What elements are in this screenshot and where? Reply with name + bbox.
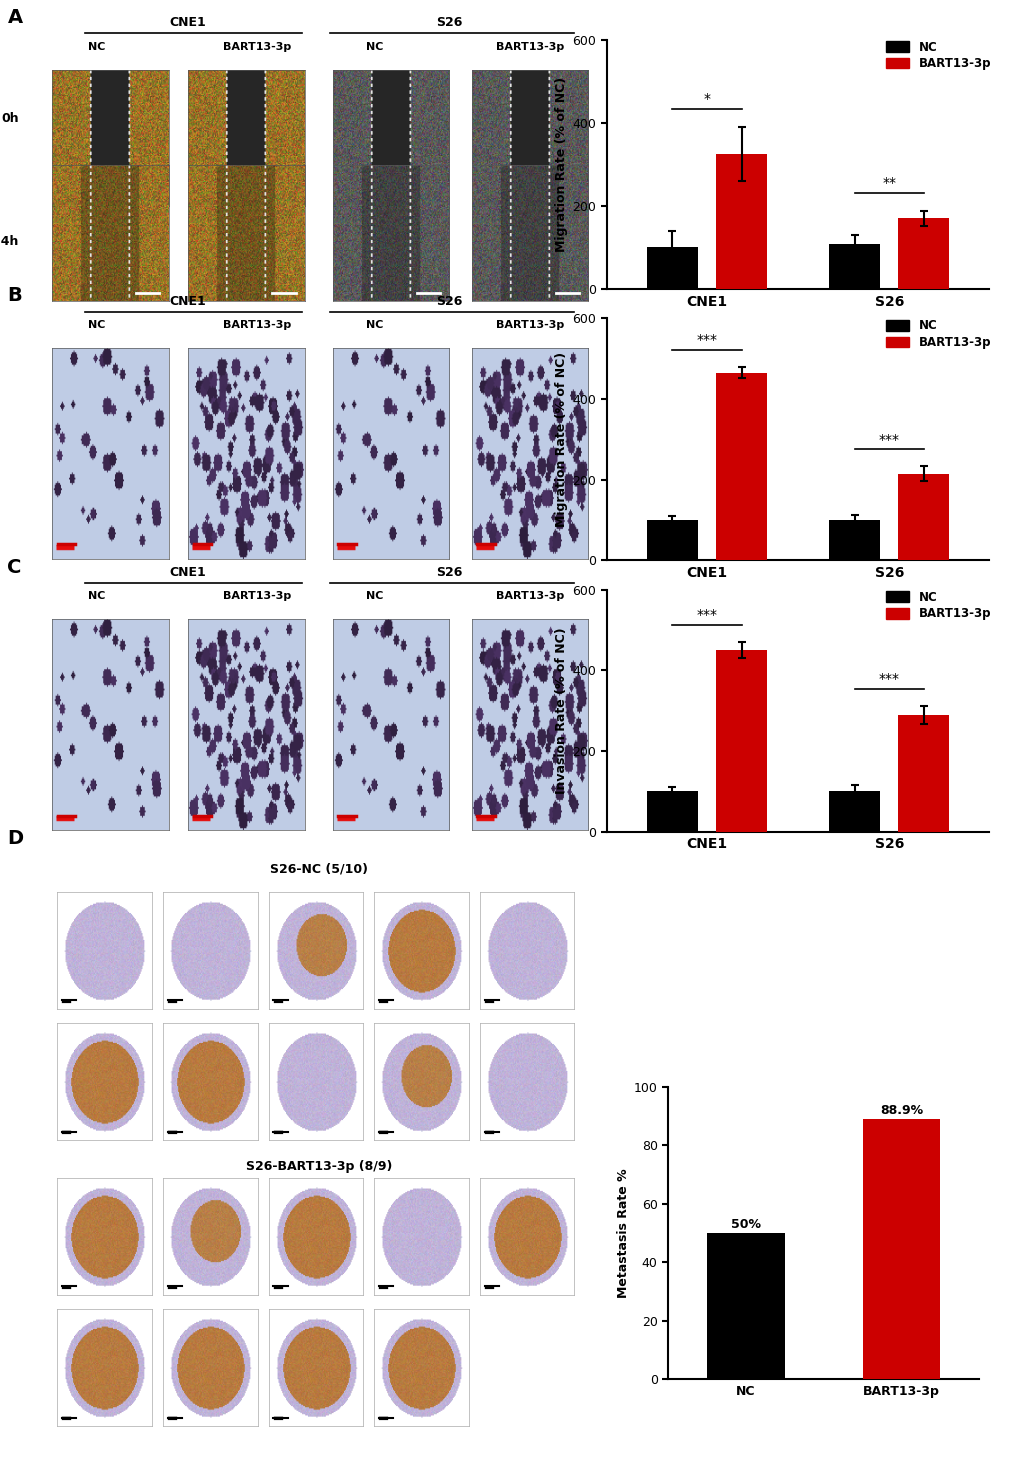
Text: CNE1: CNE1 [169,295,206,308]
Text: ***: *** [696,609,717,622]
Text: NC: NC [365,320,383,330]
Text: S26-BART13-3p (8/9): S26-BART13-3p (8/9) [246,1160,391,1174]
Text: *: * [703,92,710,107]
Text: 88.9%: 88.9% [879,1105,922,1116]
Bar [715,373,766,560]
Text: C: C [7,557,21,577]
Y-axis label: Metastasis Rate %: Metastasis Rate % [616,1168,629,1298]
Text: BART13-3p: BART13-3p [223,320,291,330]
Y-axis label: Migration Rate (% of NC): Migration Rate (% of NC) [555,352,568,527]
Text: CNE1: CNE1 [169,566,206,579]
Text: CNE1: CNE1 [169,16,206,29]
Bar [715,650,766,832]
Text: ***: *** [877,433,899,446]
Y-axis label: Migration Rate (% of NC): Migration Rate (% of NC) [555,76,568,252]
Text: NC: NC [88,320,105,330]
Y-axis label: Invasion Rate (% of NC): Invasion Rate (% of NC) [555,628,568,794]
Bar [646,521,697,560]
Text: S26-NC (5/10): S26-NC (5/10) [269,863,368,876]
Bar [828,792,879,832]
Bar [898,714,949,832]
Text: BART13-3p: BART13-3p [495,591,564,601]
Bar [898,474,949,560]
Text: NC: NC [365,41,383,51]
Text: S26: S26 [436,16,463,29]
Text: BART13-3p: BART13-3p [495,320,564,330]
Text: S26: S26 [436,566,463,579]
Text: BART13-3p: BART13-3p [223,41,291,51]
Bar [898,219,949,289]
Text: **: ** [881,176,896,191]
Text: 24h: 24h [0,235,18,248]
Text: B: B [7,286,22,305]
Bar [646,792,697,832]
Text: ***: *** [877,672,899,687]
Text: A: A [7,7,22,26]
Text: D: D [7,829,23,848]
Text: NC: NC [88,591,105,601]
Text: 50%: 50% [731,1218,760,1231]
Bar [828,244,879,289]
Text: BART13-3p: BART13-3p [495,41,564,51]
Bar [706,1232,784,1379]
Bar [828,521,879,560]
Text: BART13-3p: BART13-3p [223,591,291,601]
Text: NC: NC [365,591,383,601]
Bar [646,248,697,289]
Text: 0h: 0h [1,113,18,125]
Bar [862,1119,940,1379]
Legend: NC, BART13-3p: NC, BART13-3p [884,320,990,349]
Legend: NC, BART13-3p: NC, BART13-3p [884,41,990,70]
Text: S26: S26 [436,295,463,308]
Legend: NC, BART13-3p: NC, BART13-3p [884,591,990,621]
Text: NC: NC [88,41,105,51]
Text: ***: *** [696,333,717,348]
Bar [715,154,766,289]
